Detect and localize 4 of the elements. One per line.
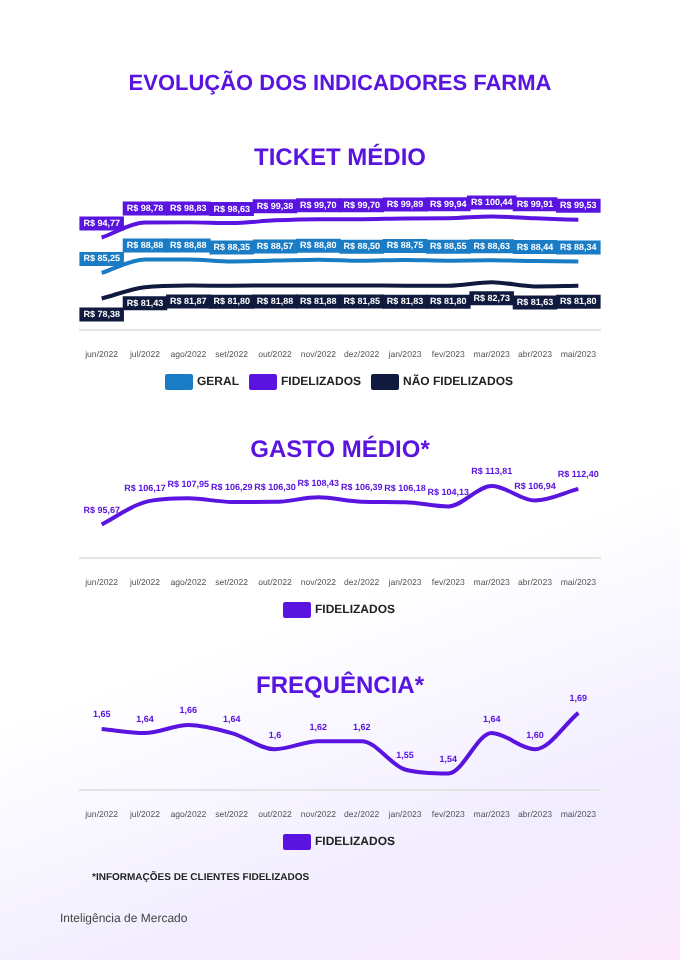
chart-title: FREQUÊNCIA* [255, 671, 425, 700]
chart-title: TICKET MÉDIO [254, 143, 426, 172]
chart-title: GASTO MÉDIO* [250, 435, 431, 464]
text: EVOLUÇÃO DOS INDICADORES FARMA [126, 72, 554, 96]
